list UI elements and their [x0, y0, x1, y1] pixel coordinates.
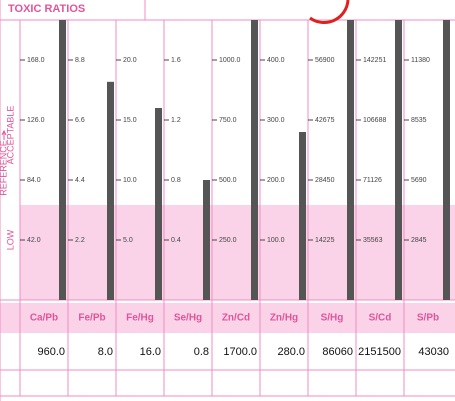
tick-label: 56900 — [315, 57, 335, 64]
ratio-bar — [299, 132, 306, 300]
tick-label: 400.0 — [267, 57, 285, 64]
tick-label: 2.2 — [75, 237, 85, 244]
tick-label: 200.0 — [267, 177, 285, 184]
tick-label: 10.0 — [123, 177, 137, 184]
ratio-name: Zn/Cd — [222, 313, 250, 324]
ratio-value: 960.0 — [37, 346, 65, 358]
ratio-value: 2151500 — [358, 346, 401, 358]
tick-label: 20.0 — [123, 57, 137, 64]
ratio-value: 1700.0 — [223, 346, 257, 358]
ratio-bar — [251, 20, 258, 300]
ratio-bar — [155, 108, 162, 300]
tick-label: 4.4 — [75, 177, 85, 184]
tick-label: 5690 — [411, 177, 427, 184]
tick-label: 250.0 — [219, 237, 237, 244]
tick-label: 28450 — [315, 177, 335, 184]
ratio-name: Zn/Hg — [270, 313, 298, 324]
ratio-bar — [443, 20, 450, 300]
ratio-name: Fe/Hg — [126, 313, 154, 324]
tick-label: 168.0 — [27, 57, 45, 64]
tick-label: 14225 — [315, 237, 335, 244]
tick-label: 2845 — [411, 237, 427, 244]
tick-label: 1000.0 — [219, 57, 241, 64]
ratio-name: Ca/Pb — [30, 313, 58, 324]
tick-label: 100.0 — [267, 237, 285, 244]
ratio-name: Fe/Pb — [78, 313, 105, 324]
tick-label: 0.4 — [171, 237, 181, 244]
tick-label: 126.0 — [27, 117, 45, 124]
ratio-bar — [347, 20, 354, 300]
ratio-value: 16.0 — [140, 346, 161, 358]
tick-label: 500.0 — [219, 177, 237, 184]
ratio-value: 8.0 — [98, 346, 113, 358]
acceptable-zone — [20, 20, 455, 205]
tick-label: 300.0 — [267, 117, 285, 124]
annotation-circle — [309, 0, 350, 25]
tick-label: 0.8 — [171, 177, 181, 184]
ratio-bar — [203, 180, 210, 300]
tick-label: 6.6 — [75, 117, 85, 124]
tick-label: 5.0 — [123, 237, 133, 244]
ratio-name: Se/Hg — [174, 313, 202, 324]
tick-label: 750.0 — [219, 117, 237, 124]
ratio-bar — [395, 20, 402, 300]
ratio-value: 43030 — [418, 346, 449, 358]
ratio-name: S/Cd — [369, 313, 392, 324]
low-zone — [20, 205, 455, 300]
tick-label: 15.0 — [123, 117, 137, 124]
reference-arrow — [1, 129, 7, 140]
reference-label: REFERENCE — [0, 140, 8, 196]
tick-label: 8535 — [411, 117, 427, 124]
tick-label: 106688 — [363, 117, 386, 124]
tick-label: 42675 — [315, 117, 335, 124]
ratio-bar — [107, 81, 114, 300]
ratio-value: 0.8 — [194, 346, 209, 358]
title: TOXIC RATIOS — [8, 3, 85, 15]
tick-label: 1.2 — [171, 117, 181, 124]
tick-label: 42.0 — [27, 237, 41, 244]
tick-label: 8.8 — [75, 57, 85, 64]
ratio-bar — [59, 20, 66, 300]
tick-label: 35563 — [363, 237, 383, 244]
acceptable-label: ACCEPTABLE — [5, 106, 15, 165]
tick-label: 71126 — [363, 177, 382, 184]
name-row — [0, 303, 455, 333]
ratio-value: 280.0 — [277, 346, 305, 358]
low-label: LOW — [5, 229, 15, 250]
ratio-name: S/Pb — [417, 313, 439, 324]
tick-label: 11380 — [411, 57, 430, 64]
tick-label: 142251 — [363, 57, 386, 64]
ratio-name: S/Hg — [321, 313, 344, 324]
tick-label: 84.0 — [27, 177, 41, 184]
tick-label: 1.6 — [171, 57, 181, 64]
ratio-value: 86060 — [322, 346, 353, 358]
